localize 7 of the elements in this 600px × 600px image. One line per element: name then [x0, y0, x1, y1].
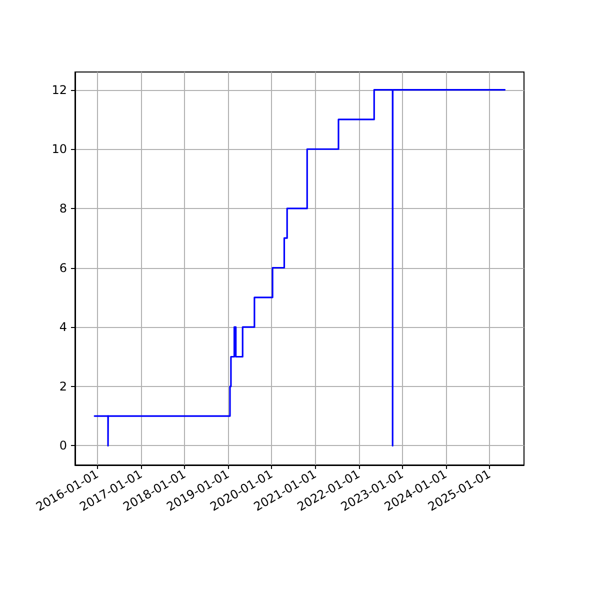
y-tick-label: 10	[52, 142, 67, 156]
y-tick-label: 8	[59, 201, 67, 216]
y-tick-label: 0	[59, 438, 67, 453]
y-tick-label: 2	[59, 379, 67, 394]
y-tick-label: 12	[52, 82, 67, 97]
y-tick-label: 4	[59, 320, 67, 334]
y-tick-label: 6	[59, 260, 67, 275]
